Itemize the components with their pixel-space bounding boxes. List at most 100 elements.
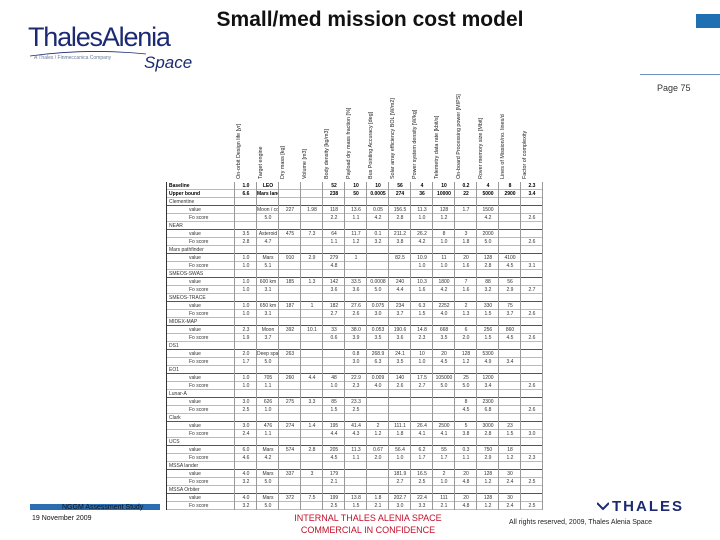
table-cell: 1.8 [462,239,470,245]
table-cell: 22 [463,191,469,197]
table-cell: 56 [507,279,513,285]
table-cell: 3.2 [242,479,250,485]
row-label: value [189,279,201,285]
table-cell [367,254,389,262]
table-cell: 75 [507,303,513,309]
table-cell: 668 [439,327,449,333]
table-row: Fo score 5.0 2.2 1.1 4.2 2.8 1.0 1.2 4.2 2.6 [167,214,542,222]
table-cell: 2.5 [528,503,536,509]
table-cell: 2.2 [330,215,338,221]
table-cell: 2.5 [352,407,360,413]
table-cell: 274 [395,191,405,197]
table-cell: 20 [441,351,447,357]
table-cell: 4.0 [374,383,382,389]
table-cell [301,190,323,198]
table-cell: 0.67 [373,447,383,453]
table-cell: 56.4 [395,447,405,453]
table-cell: 111 [440,495,448,501]
table-cell: 4.5 [462,407,470,413]
column-header-label: Power system density [W/kg] [412,109,418,179]
row-label: Fo score [189,503,209,509]
table-cell: 3.2 [484,287,492,293]
table-cell: 20 [463,495,469,501]
table-row: value 1.0 650 km 187 1 182 27.6 0.075 234 6.3 2252… [167,302,542,310]
table-cell: 202.7 [393,495,407,501]
table-cell: 11.7 [351,231,361,237]
table-cell [301,350,323,358]
row-label: Fo score [189,455,209,461]
table-cell: 50 [353,191,359,197]
table-cell: Moon / comet [257,207,279,213]
table-cell: 3.8 [462,431,470,437]
table-cell: 128 [483,495,493,501]
table-cell: 64 [331,231,337,237]
table-cell: 1200 [482,375,494,381]
table-cell: 234 [395,303,405,309]
table-cell: 88 [485,279,491,285]
table-cell: 2.4 [506,503,514,509]
table-cell: 2.8 [396,215,404,221]
table-cell: 1.2 [374,431,382,437]
table-cell: 3.0 [396,503,404,509]
table-cell [279,406,301,414]
row-label: EO1 [169,367,180,373]
table-cell: 1 [354,255,358,261]
table-cell: 0.009 [371,375,385,381]
table-cell: 1.2 [440,215,448,221]
table-cell: 2.5 [242,407,250,413]
table-cell: 181.9 [393,471,407,477]
table-row: Fo score 3.2 5.0 2.5 1.5 2.1 3.0 3.3 2.1 4.8 1.2 2.… [167,502,542,510]
column-divider [476,182,477,510]
table-cell [345,262,367,270]
table-cell: 2.3 [528,183,536,189]
table-cell: 4.3 [352,431,360,437]
table-cell: 128 [461,351,471,357]
table-cell: 263 [285,351,295,357]
table-cell [301,478,323,486]
table-row: Lunar-A [167,390,542,398]
table-cell [301,406,323,414]
table-cell: 1.0 [242,183,250,189]
row-label: value [189,327,201,333]
table-row: Clementine [167,198,542,206]
table-cell: 3.7 [396,311,404,317]
table-cell: 128 [483,255,493,261]
table-cell [279,334,301,342]
table-cell: 10.3 [417,279,427,285]
table-cell [279,382,301,390]
table-cell: 48 [331,375,337,381]
table-cell [323,350,345,358]
table-cell: Mars [262,255,274,261]
table-cell [301,358,323,366]
table-cell: 2.8 [308,447,316,453]
table-cell: 4.8 [330,263,338,269]
table-cell: 1.2 [484,503,492,509]
table-cell: 2.6 [528,335,536,341]
table-cell: 4.8 [462,479,470,485]
table-cell: 4.5 [506,335,514,341]
table-cell [301,502,323,510]
row-label: NEAR [169,223,183,229]
table-cell: 3.2 [374,239,382,245]
table-cell: 22.4 [417,495,427,501]
table-cell: 1.0 [242,375,250,381]
table-cell: 3.1 [264,311,272,317]
table-cell: Mars [262,471,274,477]
table-cell: 1800 [438,279,450,285]
table-cell: 330 [483,303,493,309]
table-cell: Mars [262,495,274,501]
table-cell: 279 [329,255,339,261]
table-cell [521,206,543,214]
thales-mark-icon [597,502,609,511]
row-label: MSSA lander [169,463,199,469]
table-cell [345,470,367,478]
table-cell [499,382,521,390]
table-cell: 140 [395,375,405,381]
table-cell: 2.5 [330,503,338,509]
confidentiality-line-1: INTERNAL THALES ALENIA SPACE [294,513,442,523]
table-cell [499,238,521,246]
table-cell [521,422,543,430]
table-cell [521,494,543,502]
table-cell: 0.1 [374,231,382,237]
row-label: Fo score [189,479,209,485]
